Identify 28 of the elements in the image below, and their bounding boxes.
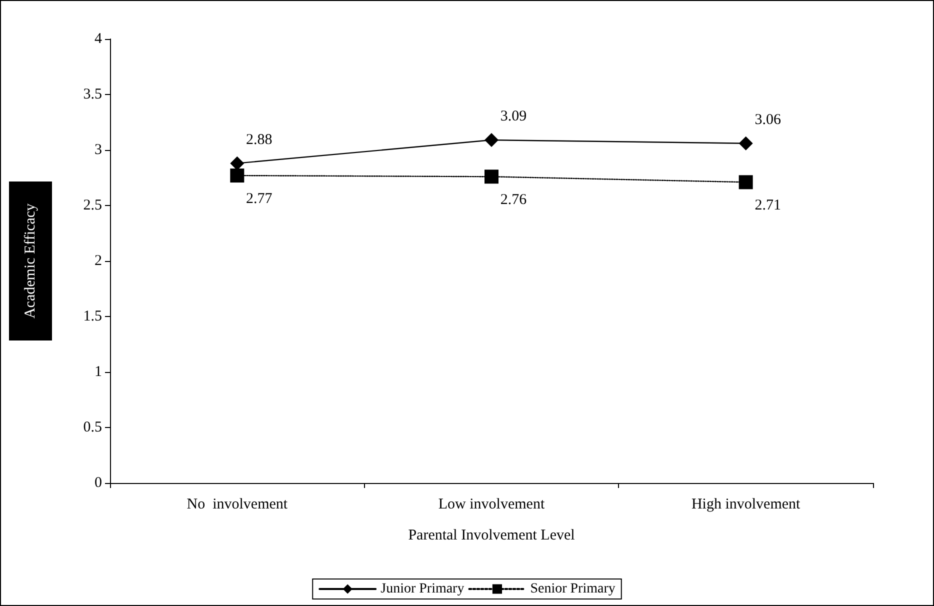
point <box>738 175 753 190</box>
x-axis-title: Parental Involvement Level <box>408 528 575 544</box>
y-tick-label: 4 <box>94 31 102 47</box>
data-label: 2.77 <box>246 191 273 208</box>
data-label: 2.88 <box>246 132 272 148</box>
y-axis-title: Academic Efficacy <box>22 202 38 319</box>
y-tick-label: 0 <box>94 475 102 491</box>
y-tick-label: 2.5 <box>83 198 102 214</box>
point <box>230 156 244 170</box>
y-tick-label: 2 <box>94 253 102 269</box>
y-tick-label: 3.5 <box>83 86 102 102</box>
legend-label: Junior Primary <box>380 582 464 596</box>
point <box>230 168 244 183</box>
point <box>738 136 753 150</box>
x-tick-label: High involvement <box>691 496 802 512</box>
point <box>484 170 498 184</box>
data-label: 2.71 <box>754 198 781 214</box>
x-tick-label: Low involvement <box>438 496 546 512</box>
y-tick-label: 1 <box>94 364 102 380</box>
point <box>484 133 498 148</box>
data-label: 3.06 <box>754 112 782 128</box>
y-tick-label: 3 <box>94 142 102 158</box>
legend-label: Senior Primary <box>530 582 616 596</box>
x-tick-label: No involvement <box>186 496 288 512</box>
y-tick-label: 1.5 <box>83 308 102 324</box>
data-label: 2.76 <box>500 192 528 208</box>
data-label: 3.09 <box>500 108 527 125</box>
y-tick-label: 0.5 <box>83 420 102 436</box>
